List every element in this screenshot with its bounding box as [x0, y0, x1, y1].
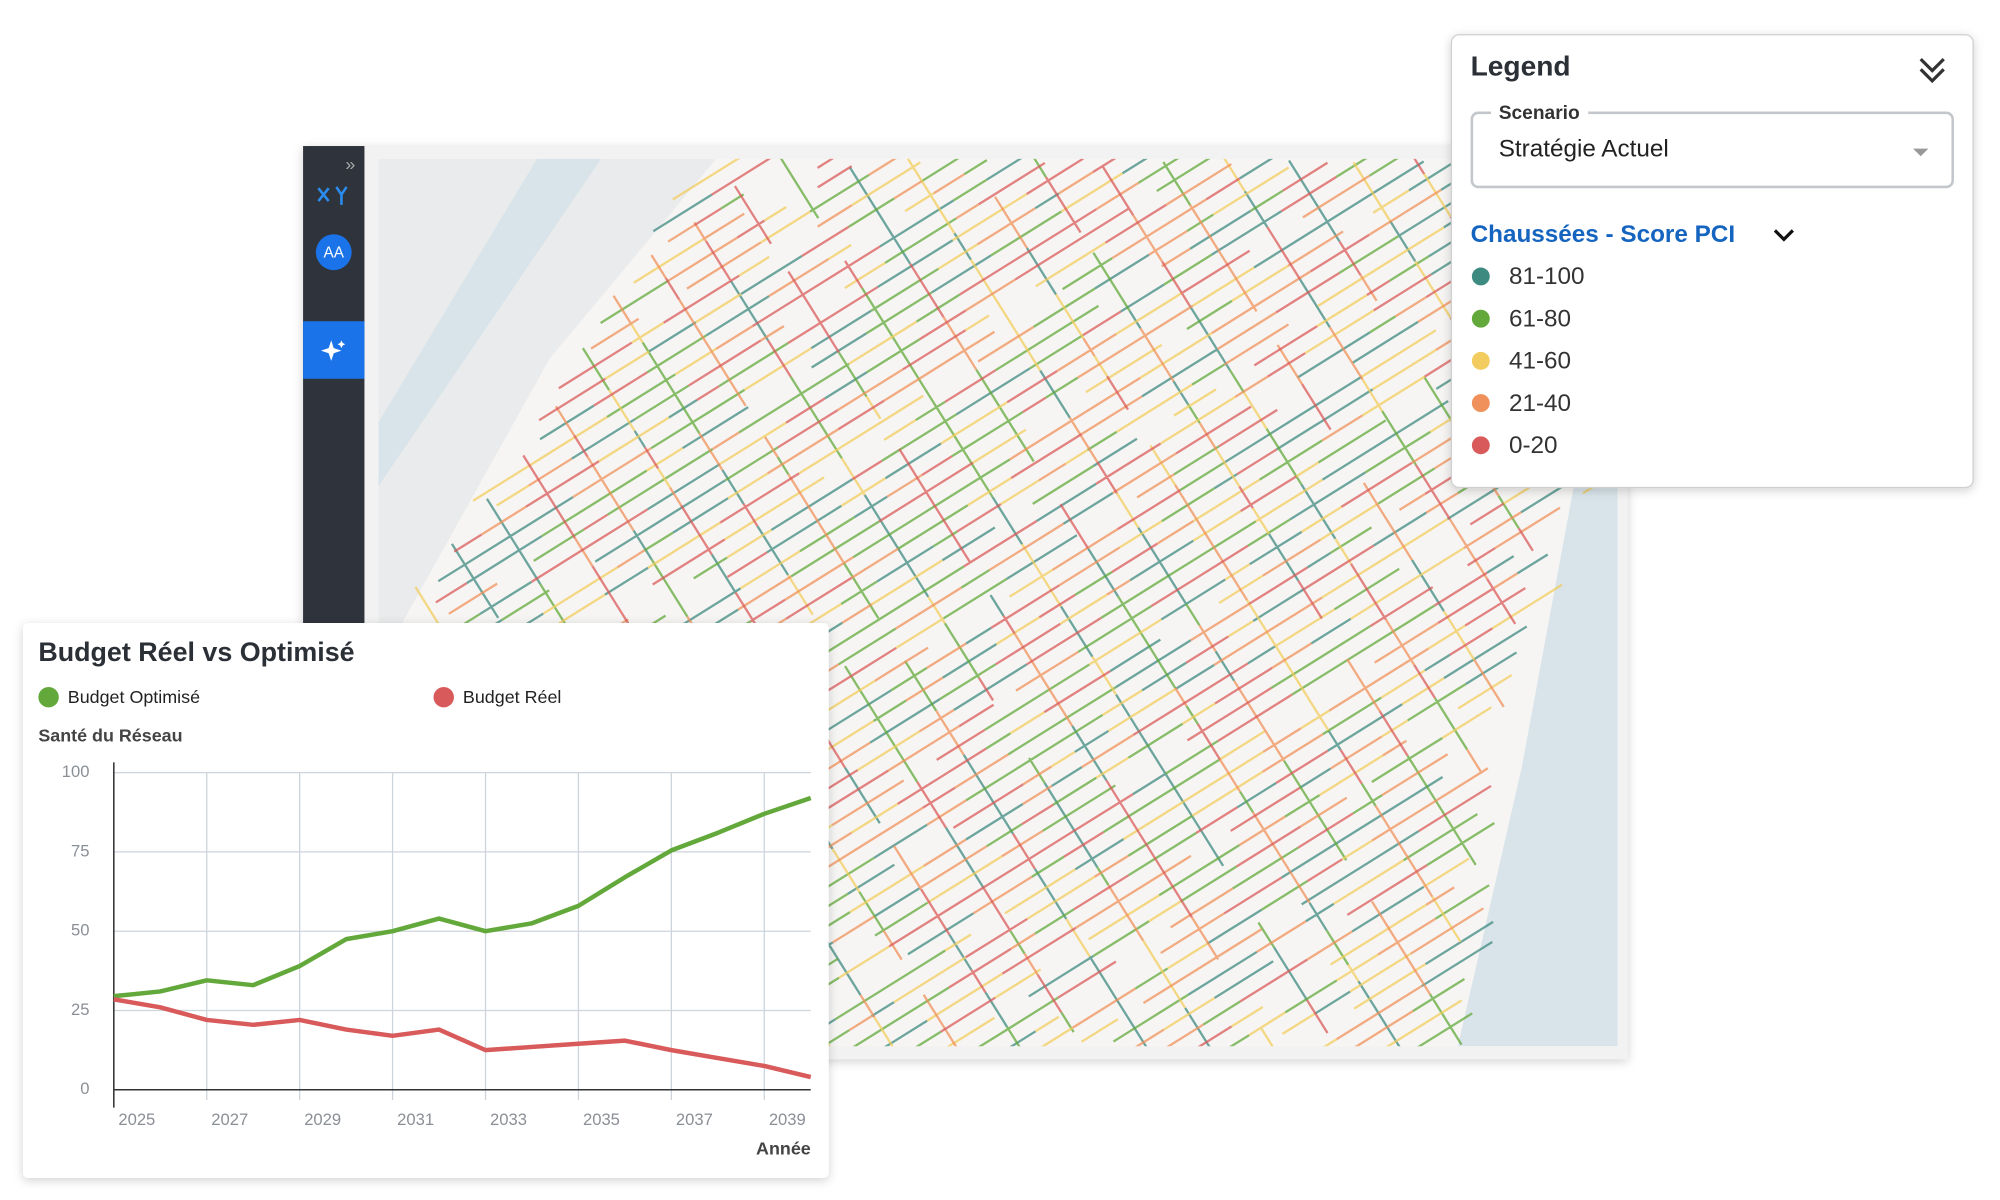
chart-title: Budget Réel vs Optimisé [38, 637, 354, 667]
x-tick-label: 2033 [490, 1110, 527, 1129]
chart: 0 25 50 75 100 2025 2027 2029 2031 2033 2035 2037 20… [38, 686, 812, 1129]
avatar-text: AA [324, 244, 345, 261]
y-axis-label: Santé du Réseau [38, 726, 182, 746]
legend-swatch [38, 686, 59, 708]
x-tick-label: 2039 [769, 1110, 806, 1129]
y-tick-label: 75 [71, 841, 89, 860]
legend-swatch [1471, 436, 1490, 455]
line-series [113, 795, 812, 999]
river [378, 158, 602, 487]
legend-item-label: 41-60 [1509, 348, 1571, 375]
avatar[interactable] [315, 234, 352, 271]
legend-label: Budget Réel [463, 687, 561, 707]
collapse-button[interactable] [1919, 57, 1945, 84]
scenario-select[interactable] [1470, 111, 1954, 189]
layer-title[interactable]: Chaussées - Score PCI [1471, 221, 1736, 248]
legend-items: 81-100 61-80 41-60 21-40 0-20 [1471, 263, 1585, 459]
x-axis-label: Année [756, 1139, 811, 1159]
legend-swatch [433, 686, 454, 708]
legend-item-label: 0-20 [1509, 432, 1558, 459]
y-tick-label: 50 [71, 921, 89, 940]
scenario-value: Stratégie Actuel [1499, 135, 1669, 162]
legend-swatch [1471, 394, 1490, 413]
x-tick-label: 2025 [118, 1110, 155, 1129]
y-tick-label: 100 [62, 762, 90, 781]
sidebar [303, 146, 365, 632]
legend-swatch [1471, 309, 1490, 328]
x-tick-label: 2037 [676, 1110, 713, 1129]
logo [317, 186, 348, 205]
legend-swatch [1471, 351, 1490, 370]
legend-item-label: 21-40 [1509, 390, 1571, 417]
label-bg [1491, 102, 1589, 124]
dropdown-caret [1913, 148, 1929, 157]
x-tick-label: 2027 [211, 1110, 248, 1129]
sparkle-icon [320, 340, 346, 361]
x-tick-label: 2029 [304, 1110, 341, 1129]
x-tick-label: 2035 [583, 1110, 620, 1129]
legend-title: Legend [1471, 50, 1571, 81]
water [1457, 422, 1618, 1047]
legend-item-label: 81-100 [1509, 263, 1585, 290]
legend-swatch [1471, 267, 1490, 286]
layer-toggle[interactable] [1773, 229, 1794, 242]
line-series [113, 997, 812, 1080]
y-tick-label: 25 [71, 1000, 89, 1019]
legend-label: Budget Optimisé [68, 687, 200, 707]
y-tick-label: 0 [80, 1079, 89, 1098]
expand-icon[interactable]: » [345, 154, 355, 174]
legend-item-label: 61-80 [1509, 305, 1571, 332]
x-tick-label: 2031 [397, 1110, 434, 1129]
scenario-label: Scenario [1499, 103, 1580, 124]
